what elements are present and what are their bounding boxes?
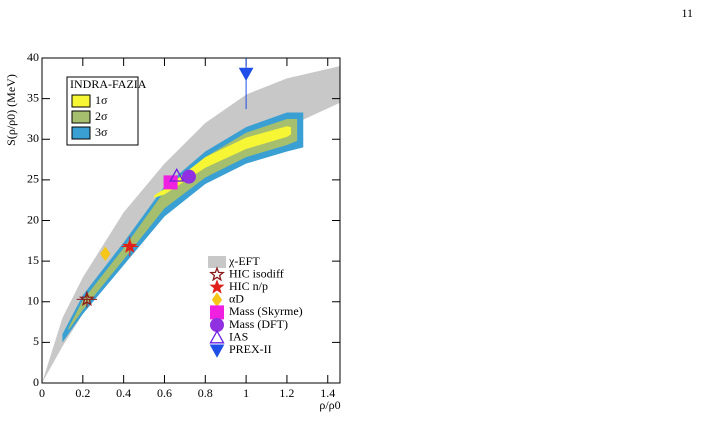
marker [122,238,138,253]
y-tick-label: 40 [27,50,39,64]
y-tick-label: 5 [33,334,39,348]
x-tick-label: 0.2 [75,386,90,400]
legend-swatch [71,94,91,108]
marker [181,169,196,184]
legend-title: INDRA-FAZIA [70,77,147,91]
y-axis-label: S(ρ/ρ0) (MeV) [4,74,18,146]
x-tick-label: 1 [243,386,249,400]
x-axis-label: ρ/ρ0 [319,398,340,412]
legend-label: PREX-II [229,342,272,356]
legend-swatch [208,256,226,268]
legend-swatch [71,110,91,124]
marker [238,67,254,81]
x-tick-label: 1.4 [320,386,335,400]
y-tick-label: 35 [27,90,39,104]
legend-swatch [71,126,91,140]
marker [78,290,95,307]
y-tick-label: 25 [27,172,39,186]
band [42,66,340,383]
legend-label: HIC isodiff [229,266,284,280]
band [154,126,292,198]
legend-label: HIC n/p [229,279,268,293]
marker [209,329,225,344]
legend-label: αD [229,292,244,306]
x-tick-label: 1.2 [279,386,294,400]
x-tick-label: 0.4 [116,386,131,400]
x-tick-label: 0.8 [198,386,213,400]
legend-label: Mass (Skyrme) [229,304,303,318]
legend-label: Mass (DFT) [229,317,288,331]
marker [100,246,111,262]
marker [211,292,223,308]
marker [209,279,225,294]
marker [169,167,185,182]
y-tick-label: 30 [27,131,39,145]
marker [209,344,225,358]
y-tick-label: 15 [27,253,39,267]
legend-label: 1σ [95,93,108,107]
y-tick-label: 10 [27,294,39,308]
legend-label: 3σ [95,125,108,139]
y-tick-label: 20 [27,212,39,226]
marker [210,305,224,320]
x-tick-label: 0 [39,386,45,400]
marker [209,266,225,282]
legend-label: IAS [229,329,248,343]
marker [210,318,224,332]
page-number: 11 [681,6,693,20]
legend-label: χ-EFT [228,254,260,268]
x-tick-label: 0.6 [157,386,172,400]
marker [163,175,178,190]
y-tick-label: 0 [33,375,39,389]
legend-label: 2σ [95,109,108,123]
